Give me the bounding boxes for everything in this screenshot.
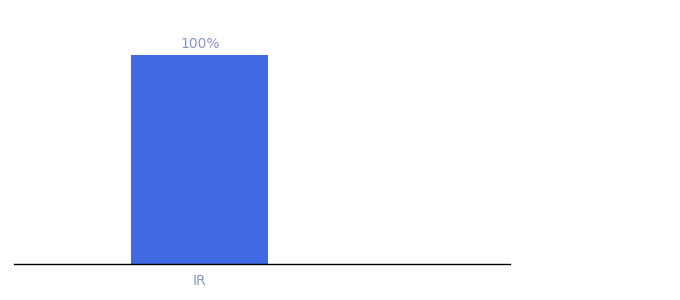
Text: 100%: 100%	[180, 37, 220, 51]
Bar	[131, 55, 268, 264]
